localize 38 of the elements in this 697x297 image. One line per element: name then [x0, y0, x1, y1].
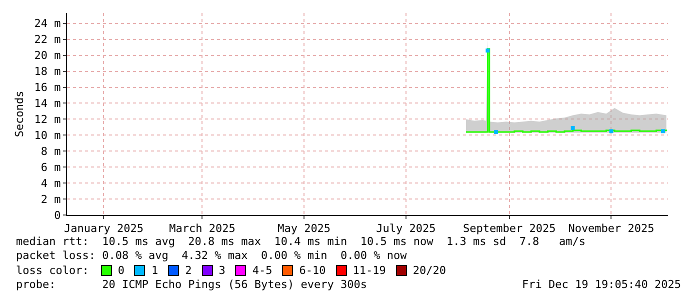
y-tick-label: 2 m	[40, 192, 62, 206]
y-tick-label: 20 m	[34, 49, 62, 62]
y-tick-label: 22 m	[34, 33, 62, 46]
legend-label: 2	[185, 264, 192, 277]
point	[570, 126, 575, 130]
point	[486, 48, 490, 53]
y-axis-title: Seconds	[12, 90, 26, 138]
legend-label: 0	[118, 264, 124, 277]
text: packet loss: 0.08 % avg 4.32 % max 0.00 % min 0.00 % now	[16, 249, 407, 262]
y-tick-label: 8 m	[40, 144, 62, 158]
y-tick-label: 24 m	[34, 17, 62, 30]
x-tick-label: May 2025	[278, 222, 331, 236]
legend-label: 3	[218, 264, 226, 277]
point	[609, 129, 614, 134]
legend-label: 1	[151, 264, 158, 277]
legend-label: 11-19	[352, 264, 386, 277]
text: Fri Dec 19 19:05:40 2025	[522, 278, 681, 291]
point	[660, 129, 665, 134]
legend-label: 20/20	[412, 264, 446, 277]
text: median rtt: 10.5 ms avg 20.8 ms max 10.4 ms min 10.5 ms now 1.3 ms sd 7.8 am/s	[16, 235, 586, 248]
y-tick-label: 18 m	[34, 65, 62, 78]
y-tick-label: 0	[54, 208, 61, 222]
x-tick-label: July 2025	[376, 222, 436, 236]
x-tick-label: March 2025	[169, 222, 236, 236]
y-tick-label: 16 m	[34, 81, 62, 94]
y-tick-label: 14 m	[34, 97, 62, 110]
y-tick-label: 10 m	[34, 129, 62, 142]
point	[494, 130, 498, 134]
y-tick-label: 6 m	[40, 160, 62, 174]
legend-label: 6-10	[299, 264, 326, 277]
y-tick-label: 12 m	[34, 113, 62, 126]
text: probe: 20 ICMP Echo Pings (56 Bytes) every 300s	[16, 278, 367, 291]
x-tick-label: September 2025	[463, 222, 556, 236]
y-tick-label: 4 m	[40, 176, 62, 190]
legend-title: loss color:	[16, 264, 89, 277]
x-tick-label: January 2025	[64, 222, 144, 236]
x-tick-label: November 2025	[568, 222, 654, 236]
legend-label: 4-5	[252, 264, 272, 277]
